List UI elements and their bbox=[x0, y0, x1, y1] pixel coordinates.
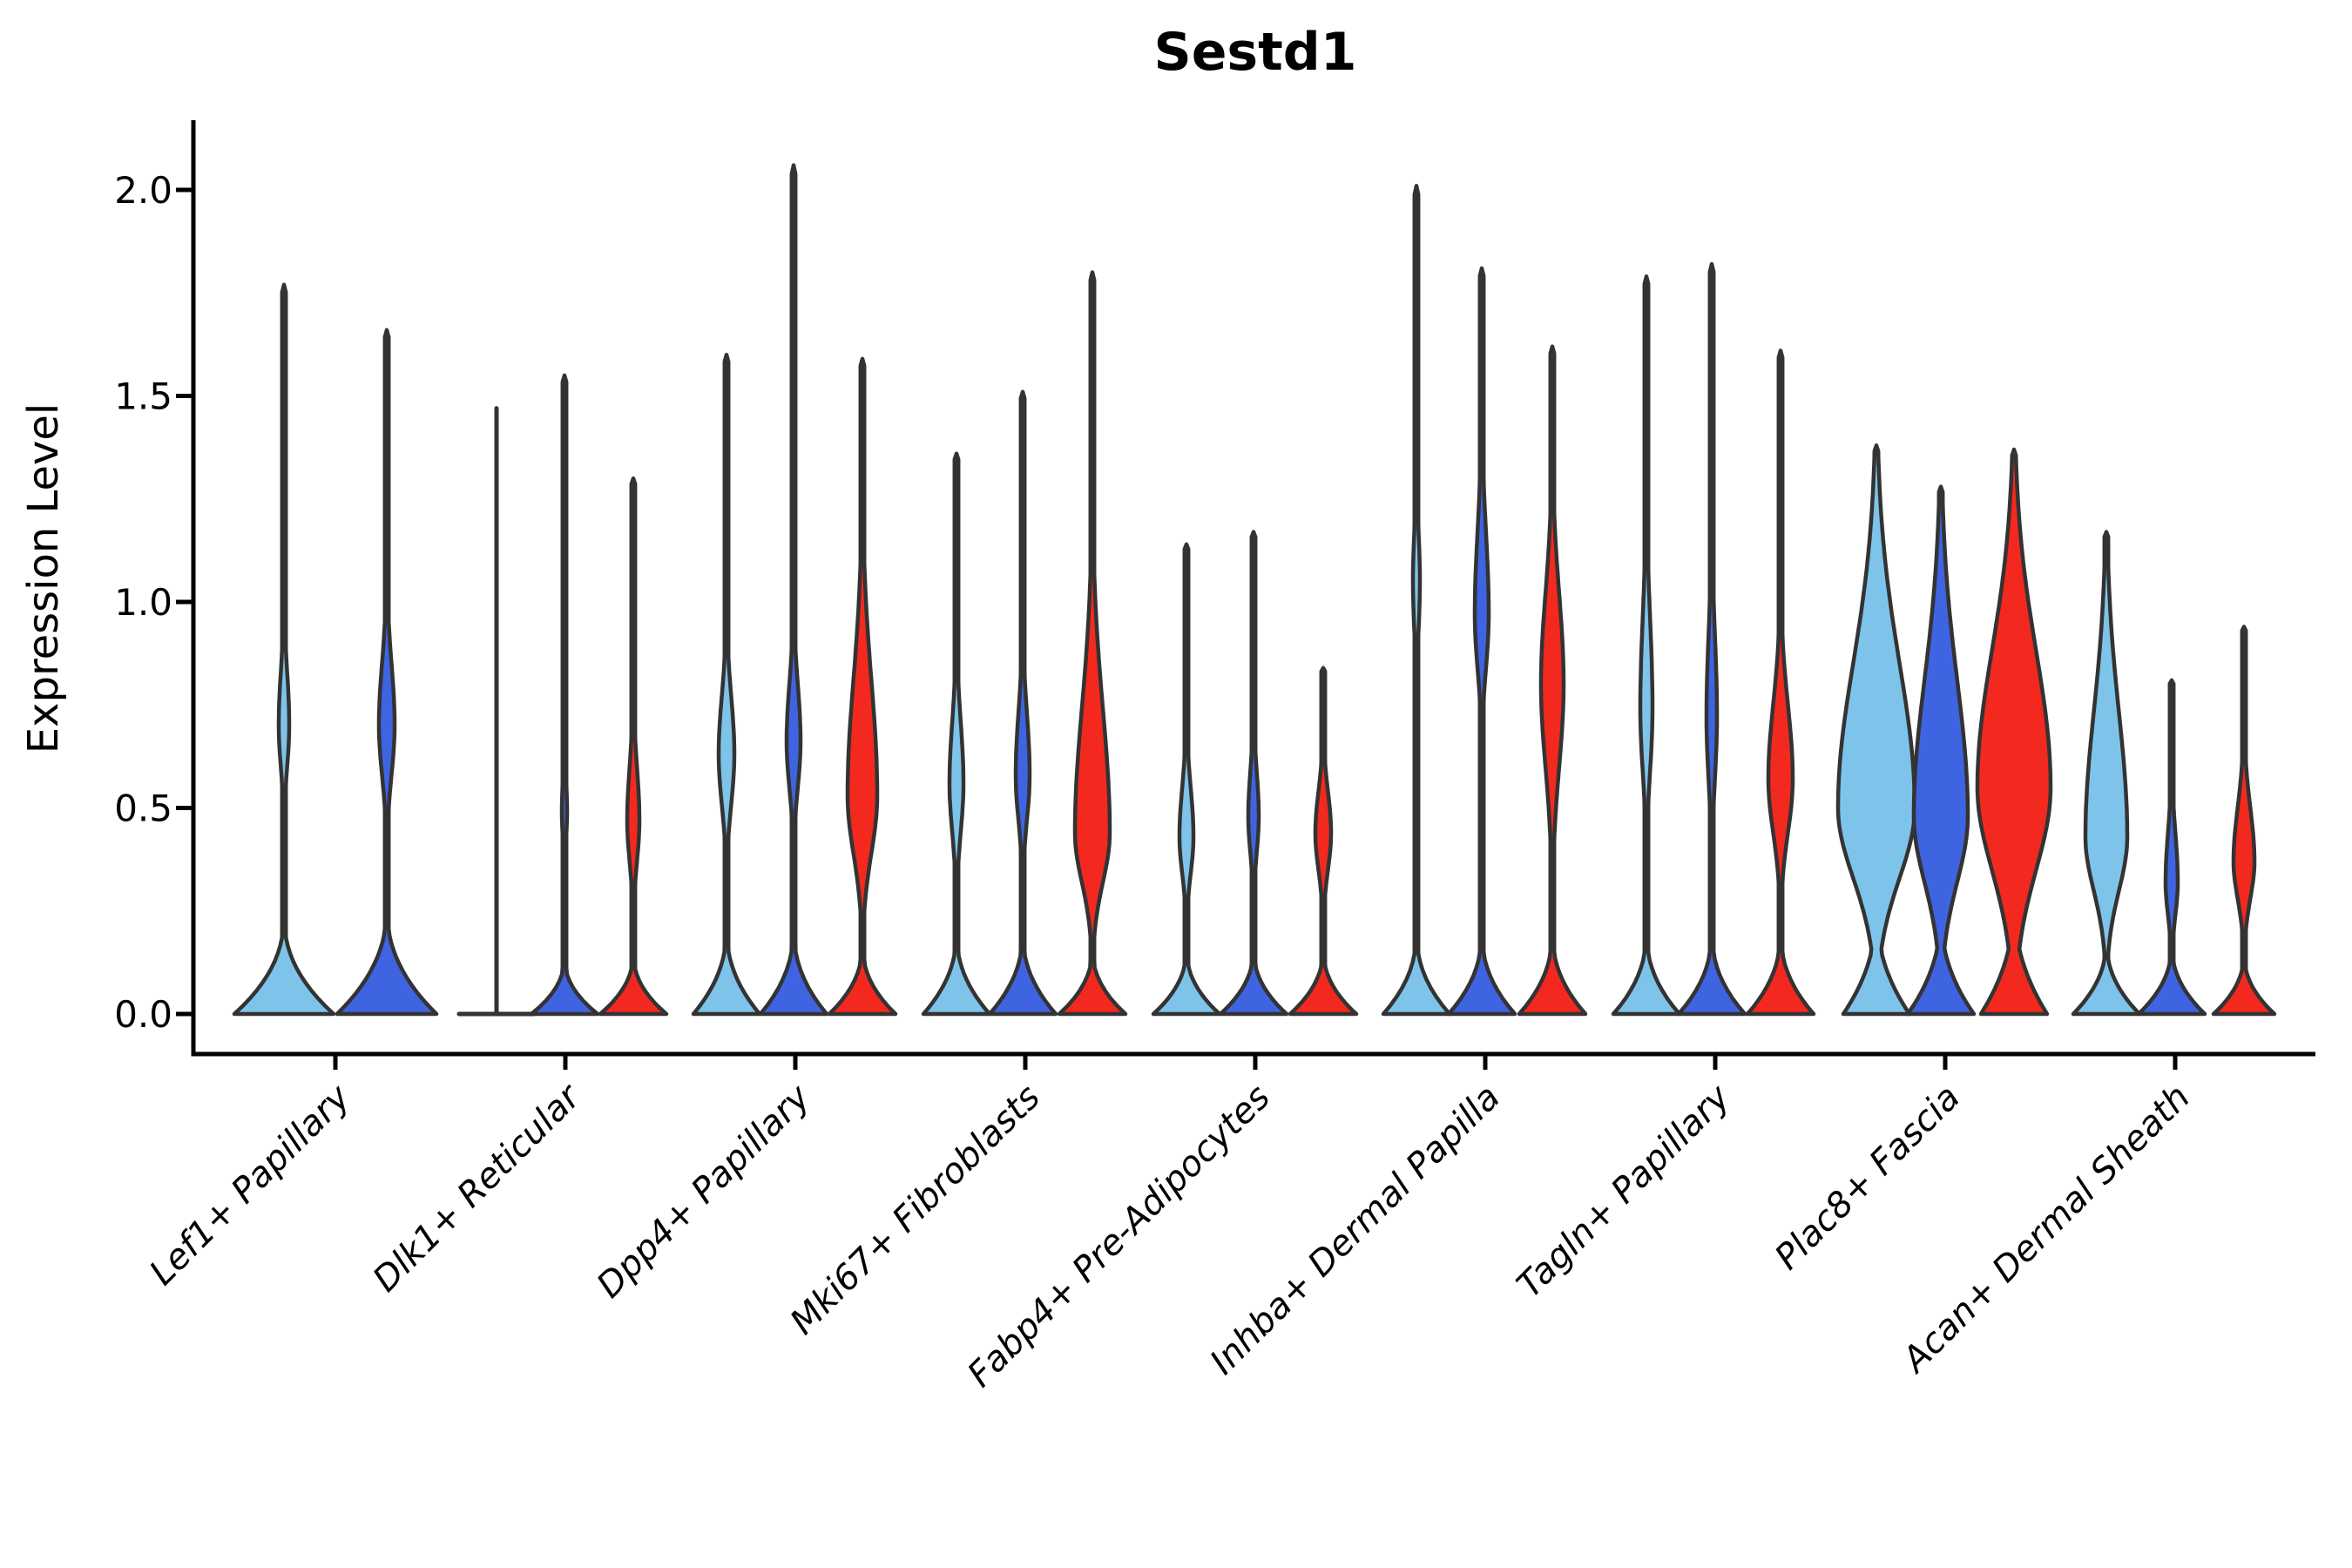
y-axis-label: Expression Level bbox=[19, 403, 68, 754]
violin-fabp4-sample-1 bbox=[1151, 542, 1222, 1017]
axes-layer bbox=[176, 120, 2315, 1070]
violin-tagln-sample-1 bbox=[1611, 274, 1682, 1017]
x-tick-label: Mki67+ Fibroblasts bbox=[782, 1078, 1048, 1343]
violin-mki67-sample-2 bbox=[987, 389, 1058, 1017]
violin-dpp4-sample-1 bbox=[691, 352, 762, 1017]
violin-tagln-sample-2 bbox=[1676, 261, 1747, 1017]
violin-tagln-sample-3 bbox=[1745, 348, 1816, 1017]
violin-acan-sample-3 bbox=[2211, 625, 2277, 1017]
x-tick-label: Tagln+ Papillary bbox=[1510, 1077, 1739, 1306]
violin-dpp4-sample-2 bbox=[758, 163, 829, 1017]
violin-dlk1-sample-2 bbox=[529, 373, 600, 1017]
violin-plac8-sample-2 bbox=[1905, 484, 1977, 1017]
x-tick-label: Lef1+ Papillary bbox=[142, 1077, 359, 1294]
violin-acan-sample-1 bbox=[2071, 530, 2142, 1017]
violin-dlk1-sample-3 bbox=[598, 476, 669, 1017]
violin-mki67-sample-1 bbox=[921, 451, 992, 1017]
violin-fabp4-sample-3 bbox=[1288, 666, 1359, 1017]
violin-dlk1-sample-1 bbox=[456, 406, 537, 1017]
violin-inhba-sample-1 bbox=[1381, 184, 1452, 1017]
y-tick-label: 1.0 bbox=[114, 581, 172, 624]
violin-inhba-sample-3 bbox=[1517, 344, 1588, 1017]
violin-mki67-sample-3 bbox=[1057, 270, 1128, 1017]
violin-lef1-sample-2 bbox=[335, 328, 439, 1017]
violins-layer bbox=[232, 163, 2277, 1017]
violin-dpp4-sample-3 bbox=[827, 356, 898, 1017]
x-tick-label: Dlk1+ Reticular bbox=[366, 1076, 590, 1300]
violin-lef1-sample-1 bbox=[232, 282, 336, 1017]
violin-inhba-sample-2 bbox=[1446, 266, 1517, 1017]
x-tick-label: Plac8+ Fascia bbox=[1767, 1078, 1968, 1278]
violin-plac8-sample-3 bbox=[1975, 447, 2053, 1017]
y-tick-label: 0.0 bbox=[114, 993, 172, 1036]
violin-fabp4-sample-2 bbox=[1218, 530, 1289, 1017]
violin-acan-sample-2 bbox=[2136, 678, 2207, 1017]
chart-title: Sestd1 bbox=[1154, 22, 1357, 83]
y-tick-label: 1.5 bbox=[114, 375, 172, 418]
y-tick-label: 0.5 bbox=[114, 787, 172, 830]
y-tick-label: 2.0 bbox=[114, 169, 172, 212]
violin-plac8-sample-1 bbox=[1835, 443, 1917, 1017]
x-tick-label: Dpp4+ Papillary bbox=[590, 1077, 819, 1306]
